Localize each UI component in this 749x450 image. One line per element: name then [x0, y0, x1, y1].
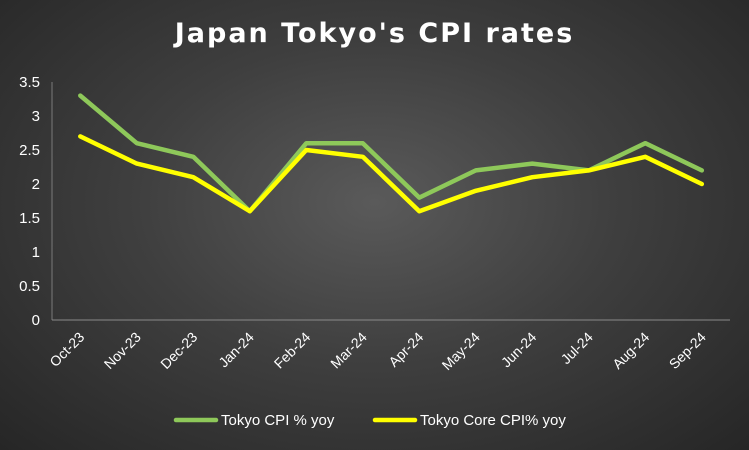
legend-label: Tokyo CPI % yoy	[221, 412, 335, 429]
x-axis-ticks: Oct-23 Nov-23 Dec-23 Jan-24 Feb-24 Mar-24 Apr-…	[46, 329, 709, 373]
legend-label: Tokyo Core CPI% yoy	[420, 412, 566, 429]
x-tick-label: Aug-24	[609, 329, 652, 372]
chart-title: Japan Tokyo's CPI rates	[174, 18, 575, 49]
y-tick-label: 2.5	[19, 142, 40, 159]
x-tick-label: Nov-23	[101, 329, 144, 372]
x-tick-label: Mar-24	[327, 329, 370, 372]
y-tick-label: 3.5	[19, 74, 40, 91]
x-tick-label: Jan-24	[215, 329, 257, 371]
x-tick-label: Feb-24	[271, 329, 314, 372]
y-tick-label: 3	[32, 108, 40, 125]
x-tick-label: May-24	[439, 329, 483, 373]
y-tick-label: 2	[32, 176, 40, 193]
y-axis-ticks: 0 0.5 1 1.5 2 2.5 3 3.5	[19, 74, 40, 329]
x-tick-label: Oct-23	[46, 329, 87, 370]
y-tick-label: 0.5	[19, 278, 40, 295]
x-tick-label: Apr-24	[385, 329, 426, 370]
x-tick-label: Dec-23	[157, 329, 200, 372]
x-tick-label: Jun-24	[498, 329, 540, 371]
series-line-1	[78, 134, 705, 214]
y-tick-label: 0	[32, 312, 40, 329]
legend: Tokyo CPI % yoy Tokyo Core CPI% yoy	[173, 412, 566, 429]
y-tick-label: 1.5	[19, 210, 40, 227]
x-tick-label: Sep-24	[666, 329, 709, 372]
y-tick-label: 1	[32, 244, 40, 261]
series-line-0	[78, 93, 705, 214]
series-lines	[78, 93, 705, 214]
x-tick-label: Jul-24	[558, 329, 596, 367]
